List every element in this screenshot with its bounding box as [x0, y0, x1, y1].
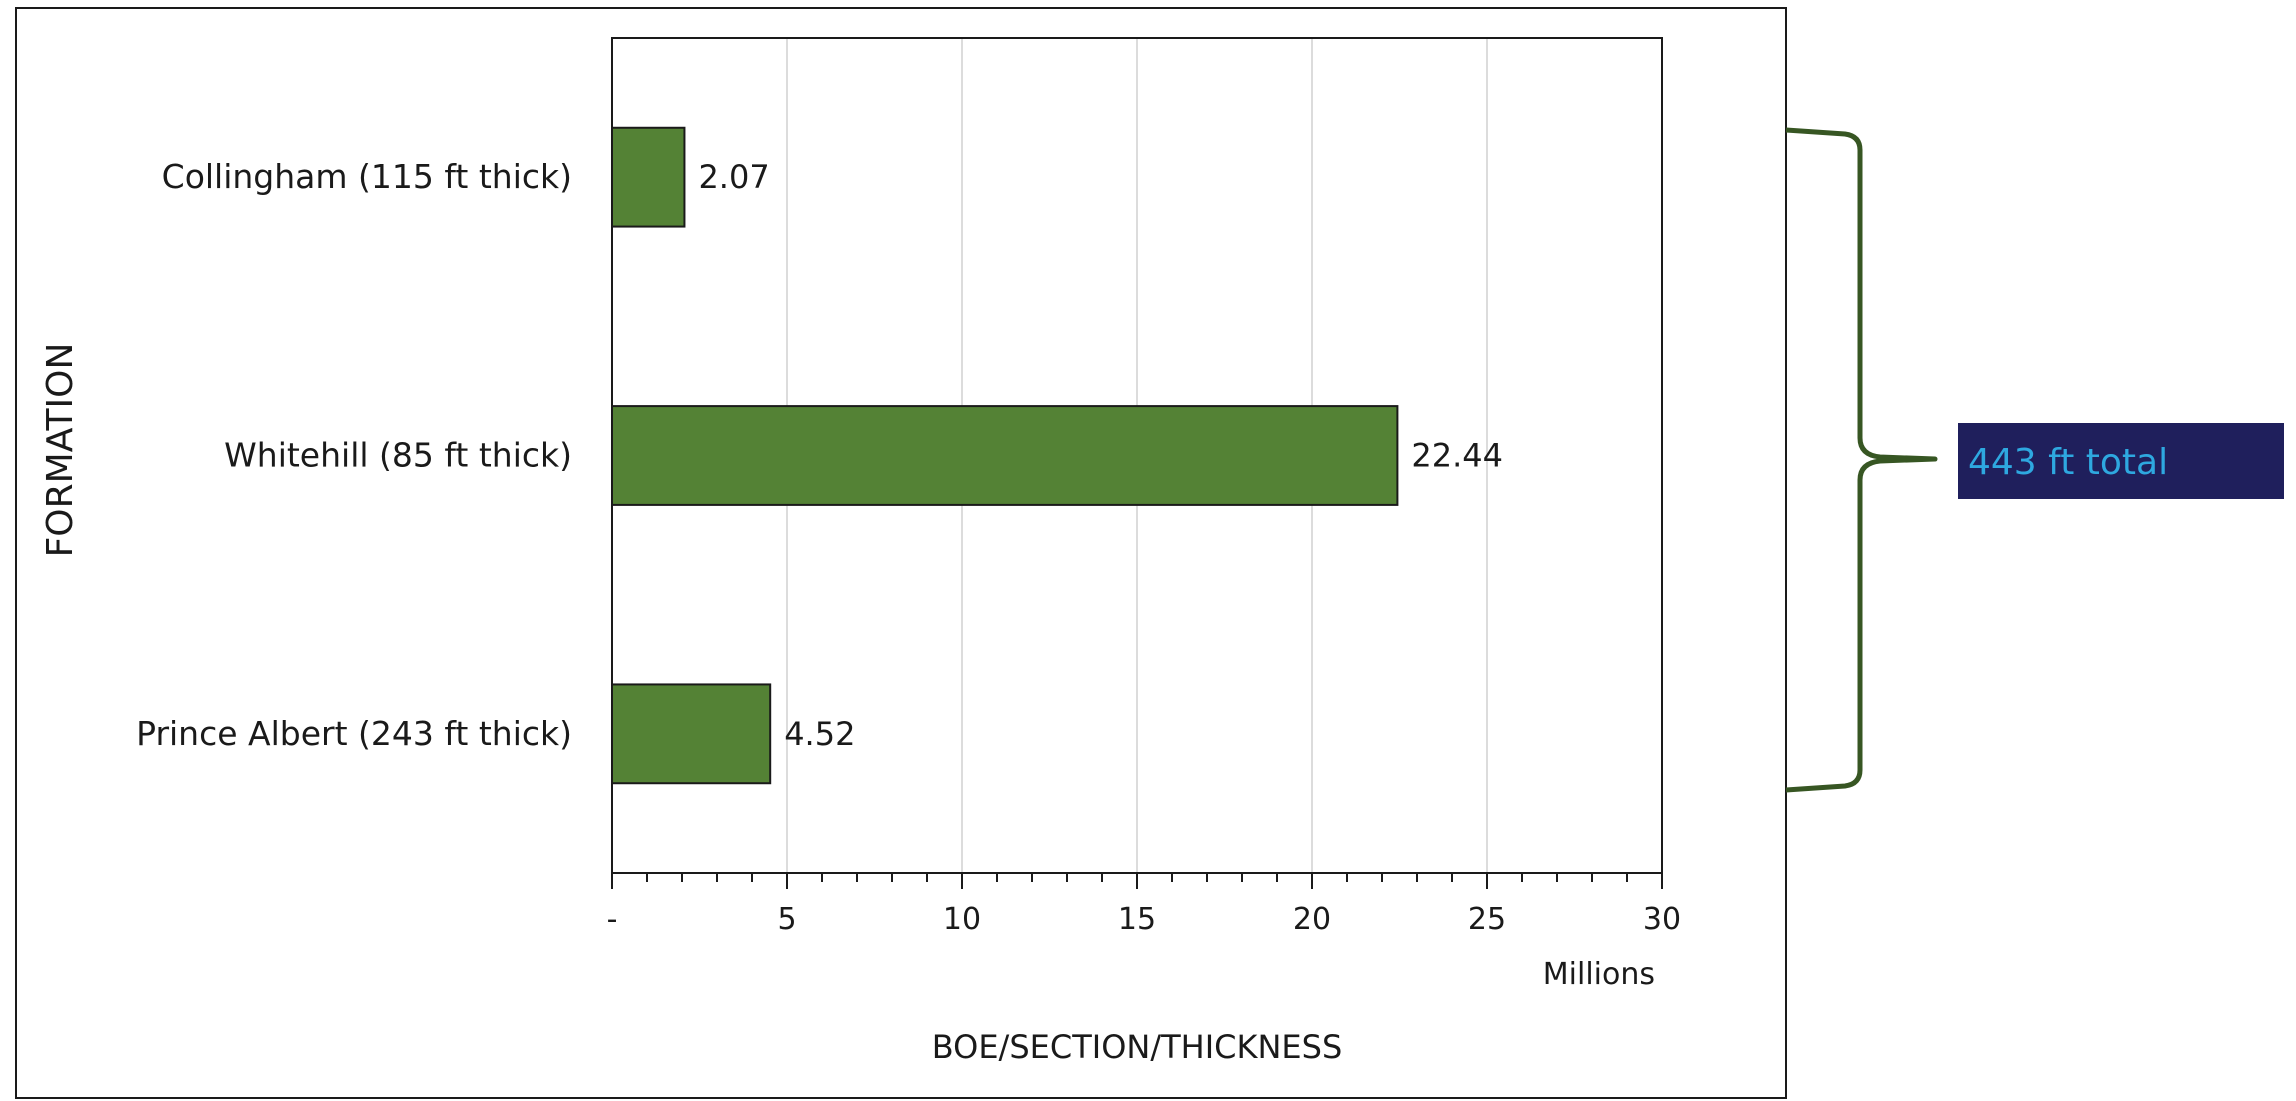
x-tick-label: 5: [777, 902, 796, 937]
x-tick-label: 25: [1468, 902, 1506, 937]
bars: [611, 126, 1399, 785]
plot-area: 2.07 22.44 4.52 Collingham (115 ft thick) W…: [136, 37, 1681, 937]
category-label: Collingham (115 ft thick): [162, 157, 572, 196]
x-unit-label: Millions: [1543, 957, 1655, 992]
annotation-box: [1958, 423, 2284, 499]
bar-value-label: 4.52: [784, 715, 855, 753]
brace-icon: [1785, 127, 1938, 793]
x-axis-title: BOE/SECTION/THICKNESS: [932, 1028, 1343, 1066]
x-tick-label: -: [607, 902, 618, 937]
x-axis: - 5 10 15 20 25 30: [607, 873, 1681, 937]
bar: [611, 126, 686, 228]
bar-value-label: 2.07: [698, 158, 769, 196]
bar-value-labels: 2.07 22.44 4.52: [698, 158, 1503, 753]
chart-border: [15, 7, 1787, 1099]
category-label: Prince Albert (243 ft thick): [136, 714, 572, 753]
category-label: Whitehill (85 ft thick): [224, 436, 572, 475]
y-axis-title: FORMATION: [40, 343, 81, 558]
x-tick-label: 30: [1643, 902, 1681, 937]
x-tick-label: 10: [943, 902, 981, 937]
bar-value-label: 22.44: [1411, 437, 1503, 475]
bar: [611, 683, 772, 785]
x-tick-label: 15: [1118, 902, 1156, 937]
category-labels: Collingham (115 ft thick) Whitehill (85 f…: [136, 157, 572, 753]
annotation-label: 443 ft total: [1968, 442, 2168, 483]
bar: [611, 405, 1399, 506]
x-tick-label: 20: [1293, 902, 1331, 937]
